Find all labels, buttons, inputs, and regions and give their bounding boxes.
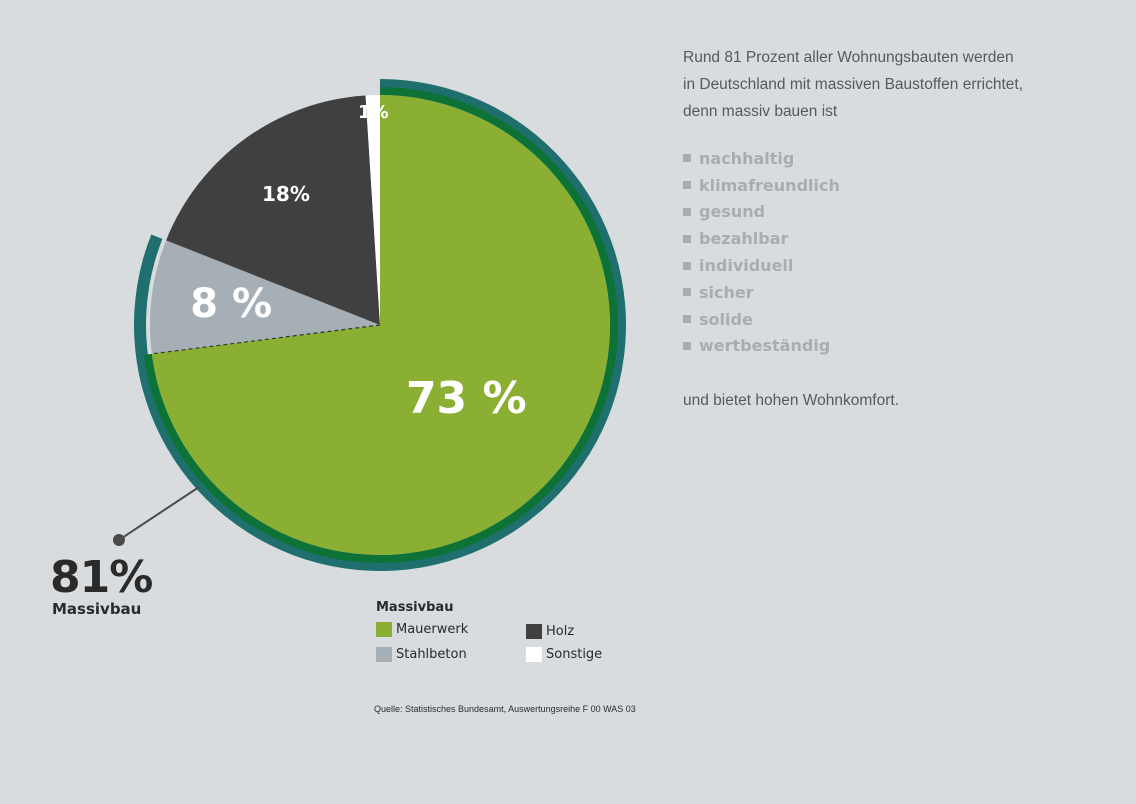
intro-text: Rund 81 Prozent aller Wohnungsbauten wer… (683, 44, 1113, 125)
pie-slice-holz (166, 95, 380, 325)
legend-swatch-holz (526, 624, 542, 639)
pie-slice-sonstige (365, 95, 380, 325)
callout-dot (113, 534, 125, 546)
bullet-icon (683, 261, 691, 270)
slice-divider-dashed (151, 324, 381, 355)
chart-legend: Massivbau Mauerwerk Stahlbeton Holz Sons… (376, 600, 602, 662)
pie-label-holz: 18% (262, 182, 310, 206)
benefit-label: individuell (699, 256, 794, 276)
pie-slices-group (150, 95, 610, 555)
benefit-item-gesund: gesund (683, 199, 840, 226)
benefit-label: solide (699, 309, 753, 329)
benefit-item-solide: solide (683, 306, 840, 333)
source-note: Quelle: Statistisches Bundesamt, Auswert… (374, 704, 636, 714)
pie-label-stahlbeton: 8 % (190, 281, 272, 327)
bullet-icon (683, 154, 691, 163)
benefit-label: wertbeständig (699, 336, 831, 356)
intro-line-1: Rund 81 Prozent aller Wohnungsbauten wer… (683, 49, 1014, 66)
massivbau-total-label: Massivbau (52, 600, 142, 618)
benefit-label: klimafreundlich (699, 175, 840, 195)
benefit-item-wertbestaendig: wertbeständig (683, 333, 840, 360)
benefits-list: nachhaltig klimafreundlich gesund bezahl… (683, 145, 840, 359)
benefit-item-klimafreundlich: klimafreundlich (683, 172, 840, 199)
benefit-item-sicher: sicher (683, 279, 840, 306)
benefit-item-individuell: individuell (683, 252, 840, 279)
legend-item-mauerwerk: Mauerwerk (376, 622, 468, 637)
benefit-label: nachhaltig (699, 148, 795, 168)
legend-item-holz: Holz (526, 624, 574, 639)
pie-chart: 73 % 8 % 18% 1% (113, 79, 627, 571)
benefit-label: gesund (699, 202, 766, 222)
massivbau-total-value: 81% (50, 552, 153, 603)
outro-text: und bietet hohen Wohnkomfort. (683, 392, 899, 409)
legend-title: Massivbau (376, 600, 454, 615)
bullet-icon (683, 341, 691, 350)
intro-line-2: in Deutschland mit massiven Baustoffen e… (683, 76, 1024, 93)
benefit-label: sicher (699, 282, 754, 302)
legend-swatch-mauerwerk (376, 622, 392, 637)
legend-swatch-sonstige (526, 647, 542, 662)
bullet-icon (683, 207, 691, 216)
legend-item-sonstige: Sonstige (526, 647, 602, 662)
bullet-icon (683, 234, 691, 243)
legend-label-stahlbeton: Stahlbeton (396, 647, 467, 662)
pie-label-mauerwerk: 73 % (406, 373, 527, 424)
callout-line (118, 486, 200, 541)
benefit-label: bezahlbar (699, 229, 789, 249)
bullet-icon (683, 181, 691, 190)
pie-slice-mauerwerk (151, 95, 610, 555)
bullet-icon (683, 288, 691, 297)
legend-item-stahlbeton: Stahlbeton (376, 647, 467, 662)
legend-label-mauerwerk: Mauerwerk (396, 622, 469, 637)
pie-labels-group: 73 % 8 % 18% 1% (151, 102, 527, 424)
pie-slice-stahlbeton (150, 240, 380, 354)
bullet-icon (683, 315, 691, 324)
legend-label-sonstige: Sonstige (546, 647, 603, 662)
legend-label-holz: Holz (546, 624, 575, 639)
pie-label-sonstige: 1% (358, 102, 389, 123)
intro-line-3: denn massiv bauen ist (683, 103, 838, 120)
benefit-item-bezahlbar: bezahlbar (683, 225, 840, 252)
legend-swatch-stahlbeton (376, 647, 392, 662)
benefit-item-nachhaltig: nachhaltig (683, 145, 840, 172)
